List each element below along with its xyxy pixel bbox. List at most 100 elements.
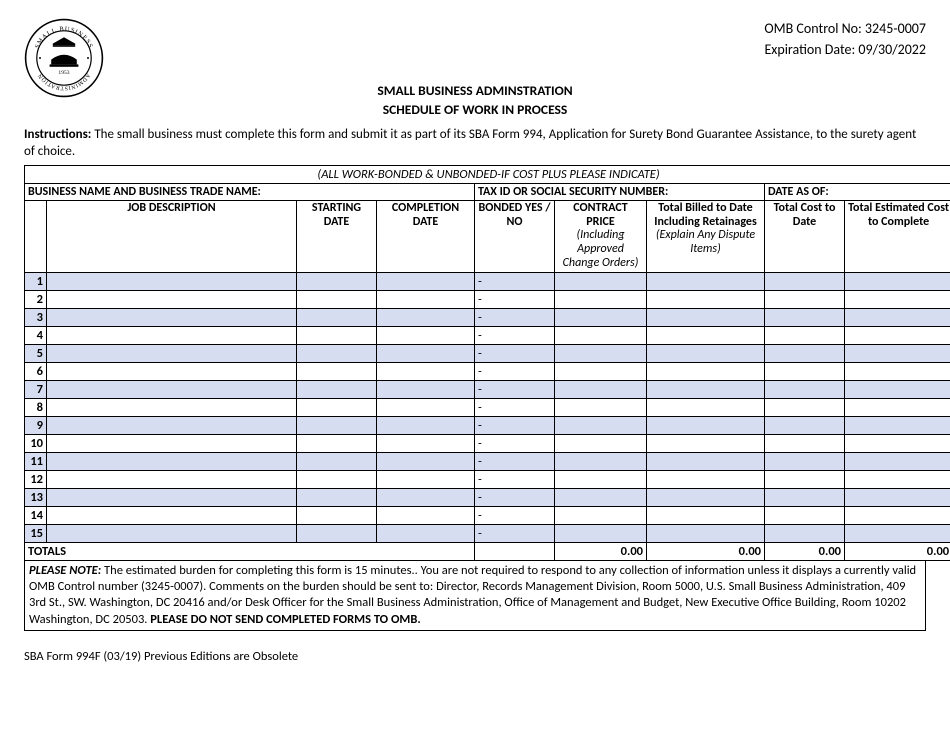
cell-job-description[interactable] bbox=[47, 524, 297, 542]
cell-bonded[interactable]: - bbox=[475, 398, 555, 416]
cell-est-cost[interactable] bbox=[845, 398, 950, 416]
cell-total-cost[interactable] bbox=[765, 488, 845, 506]
cell-completion-date[interactable] bbox=[377, 506, 475, 524]
cell-total-billed[interactable] bbox=[647, 506, 765, 524]
cell-est-cost[interactable] bbox=[845, 344, 950, 362]
cell-starting-date[interactable] bbox=[297, 344, 377, 362]
cell-job-description[interactable] bbox=[47, 416, 297, 434]
cell-job-description[interactable] bbox=[47, 380, 297, 398]
cell-total-billed[interactable] bbox=[647, 362, 765, 380]
cell-starting-date[interactable] bbox=[297, 308, 377, 326]
cell-total-cost[interactable] bbox=[765, 398, 845, 416]
cell-total-cost[interactable] bbox=[765, 344, 845, 362]
cell-contract-price[interactable] bbox=[555, 398, 647, 416]
cell-starting-date[interactable] bbox=[297, 380, 377, 398]
cell-total-cost[interactable] bbox=[765, 506, 845, 524]
cell-total-billed[interactable] bbox=[647, 326, 765, 344]
cell-starting-date[interactable] bbox=[297, 470, 377, 488]
cell-job-description[interactable] bbox=[47, 434, 297, 452]
cell-starting-date[interactable] bbox=[297, 326, 377, 344]
cell-completion-date[interactable] bbox=[377, 488, 475, 506]
cell-starting-date[interactable] bbox=[297, 506, 377, 524]
cell-bonded[interactable]: - bbox=[475, 308, 555, 326]
cell-est-cost[interactable] bbox=[845, 380, 950, 398]
cell-job-description[interactable] bbox=[47, 398, 297, 416]
cell-bonded[interactable]: - bbox=[475, 470, 555, 488]
cell-est-cost[interactable] bbox=[845, 506, 950, 524]
cell-total-cost[interactable] bbox=[765, 452, 845, 470]
cell-bonded[interactable]: - bbox=[475, 344, 555, 362]
cell-total-cost[interactable] bbox=[765, 308, 845, 326]
cell-job-description[interactable] bbox=[47, 272, 297, 290]
cell-total-cost[interactable] bbox=[765, 524, 845, 542]
cell-total-billed[interactable] bbox=[647, 344, 765, 362]
cell-job-description[interactable] bbox=[47, 290, 297, 308]
cell-total-cost[interactable] bbox=[765, 326, 845, 344]
cell-completion-date[interactable] bbox=[377, 362, 475, 380]
cell-starting-date[interactable] bbox=[297, 290, 377, 308]
cell-bonded[interactable]: - bbox=[475, 488, 555, 506]
cell-contract-price[interactable] bbox=[555, 326, 647, 344]
cell-bonded[interactable]: - bbox=[475, 326, 555, 344]
cell-starting-date[interactable] bbox=[297, 488, 377, 506]
cell-bonded[interactable]: - bbox=[475, 452, 555, 470]
cell-job-description[interactable] bbox=[47, 506, 297, 524]
cell-completion-date[interactable] bbox=[377, 434, 475, 452]
cell-est-cost[interactable] bbox=[845, 326, 950, 344]
cell-contract-price[interactable] bbox=[555, 380, 647, 398]
cell-starting-date[interactable] bbox=[297, 398, 377, 416]
cell-job-description[interactable] bbox=[47, 344, 297, 362]
cell-total-billed[interactable] bbox=[647, 434, 765, 452]
cell-est-cost[interactable] bbox=[845, 452, 950, 470]
cell-job-description[interactable] bbox=[47, 452, 297, 470]
cell-completion-date[interactable] bbox=[377, 290, 475, 308]
cell-est-cost[interactable] bbox=[845, 524, 950, 542]
cell-est-cost[interactable] bbox=[845, 308, 950, 326]
cell-job-description[interactable] bbox=[47, 362, 297, 380]
cell-completion-date[interactable] bbox=[377, 308, 475, 326]
cell-bonded[interactable]: - bbox=[475, 434, 555, 452]
cell-total-billed[interactable] bbox=[647, 380, 765, 398]
cell-job-description[interactable] bbox=[47, 470, 297, 488]
cell-bonded[interactable]: - bbox=[475, 272, 555, 290]
cell-total-cost[interactable] bbox=[765, 362, 845, 380]
cell-total-billed[interactable] bbox=[647, 308, 765, 326]
cell-est-cost[interactable] bbox=[845, 470, 950, 488]
cell-contract-price[interactable] bbox=[555, 416, 647, 434]
cell-bonded[interactable]: - bbox=[475, 524, 555, 542]
cell-total-cost[interactable] bbox=[765, 380, 845, 398]
cell-total-cost[interactable] bbox=[765, 290, 845, 308]
cell-total-billed[interactable] bbox=[647, 524, 765, 542]
cell-completion-date[interactable] bbox=[377, 272, 475, 290]
cell-contract-price[interactable] bbox=[555, 290, 647, 308]
cell-total-billed[interactable] bbox=[647, 290, 765, 308]
cell-total-billed[interactable] bbox=[647, 398, 765, 416]
cell-est-cost[interactable] bbox=[845, 416, 950, 434]
cell-est-cost[interactable] bbox=[845, 434, 950, 452]
cell-contract-price[interactable] bbox=[555, 524, 647, 542]
cell-contract-price[interactable] bbox=[555, 452, 647, 470]
cell-est-cost[interactable] bbox=[845, 488, 950, 506]
cell-starting-date[interactable] bbox=[297, 452, 377, 470]
cell-starting-date[interactable] bbox=[297, 524, 377, 542]
cell-completion-date[interactable] bbox=[377, 416, 475, 434]
cell-total-billed[interactable] bbox=[647, 452, 765, 470]
cell-starting-date[interactable] bbox=[297, 434, 377, 452]
cell-completion-date[interactable] bbox=[377, 326, 475, 344]
cell-completion-date[interactable] bbox=[377, 380, 475, 398]
cell-completion-date[interactable] bbox=[377, 344, 475, 362]
cell-contract-price[interactable] bbox=[555, 272, 647, 290]
cell-contract-price[interactable] bbox=[555, 362, 647, 380]
cell-completion-date[interactable] bbox=[377, 452, 475, 470]
cell-bonded[interactable]: - bbox=[475, 416, 555, 434]
cell-contract-price[interactable] bbox=[555, 308, 647, 326]
cell-est-cost[interactable] bbox=[845, 290, 950, 308]
cell-contract-price[interactable] bbox=[555, 344, 647, 362]
cell-bonded[interactable]: - bbox=[475, 380, 555, 398]
cell-contract-price[interactable] bbox=[555, 506, 647, 524]
cell-completion-date[interactable] bbox=[377, 398, 475, 416]
cell-starting-date[interactable] bbox=[297, 416, 377, 434]
cell-completion-date[interactable] bbox=[377, 470, 475, 488]
cell-job-description[interactable] bbox=[47, 326, 297, 344]
cell-contract-price[interactable] bbox=[555, 470, 647, 488]
